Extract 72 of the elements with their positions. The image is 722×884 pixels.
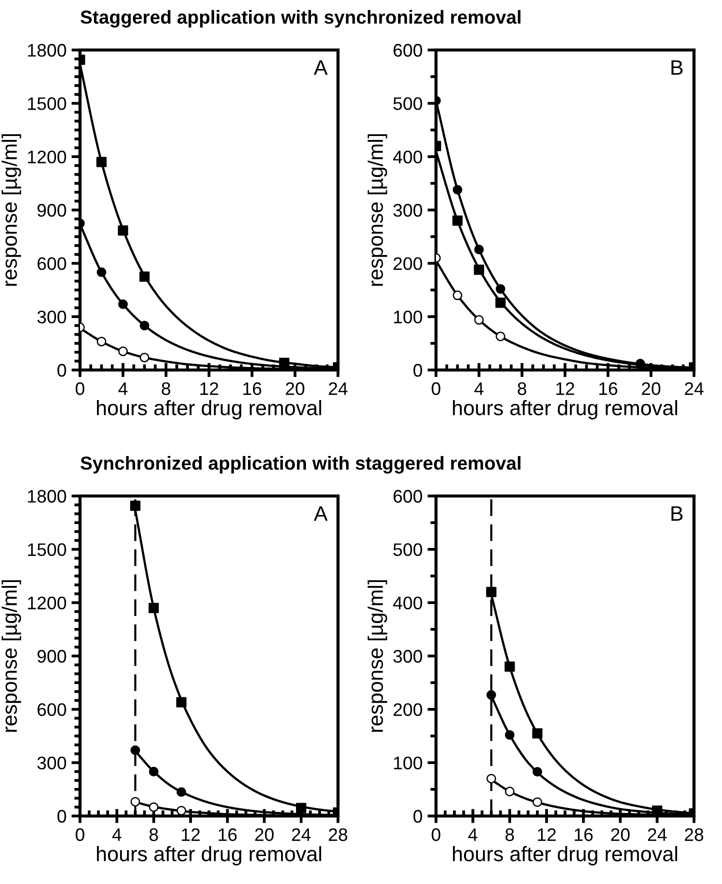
y-tick-label: 1500 xyxy=(28,97,66,110)
y-tick-label: 0 xyxy=(57,364,66,377)
y-tick-label: 1800 xyxy=(28,44,66,57)
x-axis-title: hours after drug removal xyxy=(452,400,678,420)
y-axis-title: response [µg/ml] xyxy=(2,134,22,286)
x-tick-label: 0 xyxy=(432,828,440,842)
x-tick-label: 24 xyxy=(328,382,348,395)
x-tick-label: 4 xyxy=(118,382,128,395)
annotation: A xyxy=(314,60,328,75)
y-tick-label: 400 xyxy=(393,596,422,610)
y-tick-label: 500 xyxy=(393,97,422,110)
y-tick-label: 200 xyxy=(394,703,422,716)
x-tick-label: 0 xyxy=(76,382,84,396)
chart-title: Staggered application with synchronized removal xyxy=(80,10,520,28)
x-tick-label: 12 xyxy=(182,828,200,841)
x-tick-label: 0 xyxy=(76,828,84,842)
y-tick-label: 1200 xyxy=(28,150,66,164)
annotation: B xyxy=(671,60,683,75)
annotation: B xyxy=(671,506,683,521)
y-tick-label: 600 xyxy=(38,257,66,270)
y-tick-label: 900 xyxy=(38,204,66,217)
x-tick-label: 24 xyxy=(684,382,704,395)
x-tick-label: 28 xyxy=(684,828,704,842)
y-tick-label: 600 xyxy=(394,44,422,57)
y-axis-title: response [µg/ml] xyxy=(368,580,388,732)
x-axis-title: hours after drug removal xyxy=(96,846,322,866)
y-tick-label: 1500 xyxy=(28,543,66,556)
x-tick-label: 8 xyxy=(518,382,526,396)
x-tick-label: 8 xyxy=(162,382,170,396)
x-tick-label: 20 xyxy=(642,382,660,396)
y-tick-label: 0 xyxy=(413,364,422,377)
x-tick-label: 20 xyxy=(286,382,304,396)
x-tick-label: 8 xyxy=(149,828,158,842)
x-tick-label: 4 xyxy=(112,828,122,841)
y-tick-label: 200 xyxy=(394,257,422,270)
y-axis-title: response [µg/ml] xyxy=(368,134,388,286)
y-tick-label: 1800 xyxy=(28,490,66,503)
x-tick-label: 16 xyxy=(574,828,593,842)
y-tick-label: 1200 xyxy=(28,596,66,610)
x-tick-label: 16 xyxy=(599,382,618,396)
y-tick-label: 300 xyxy=(393,204,422,217)
x-tick-label: 20 xyxy=(255,828,274,842)
y-tick-label: 400 xyxy=(393,150,422,164)
y-tick-label: 500 xyxy=(393,543,422,556)
x-tick-label: 12 xyxy=(200,382,218,395)
x-tick-label: 24 xyxy=(648,828,667,841)
y-tick-label: 0 xyxy=(413,810,422,823)
x-tick-label: 24 xyxy=(292,828,311,841)
y-axis-title: response [µg/ml] xyxy=(2,580,22,732)
y-tick-label: 300 xyxy=(37,310,66,324)
annotation: A xyxy=(314,506,328,521)
x-tick-label: 12 xyxy=(556,382,574,395)
y-tick-label: 0 xyxy=(57,810,66,823)
chart-title: Synchronized application with staggered removal xyxy=(80,456,520,474)
x-tick-label: 16 xyxy=(243,382,262,396)
x-tick-label: 4 xyxy=(474,382,484,395)
y-tick-label: 300 xyxy=(37,756,66,770)
x-tick-label: 4 xyxy=(468,828,478,841)
x-tick-label: 8 xyxy=(505,828,514,842)
x-tick-label: 20 xyxy=(611,828,630,842)
y-tick-label: 100 xyxy=(394,310,422,324)
x-axis-title: hours after drug removal xyxy=(452,846,678,866)
x-tick-label: 12 xyxy=(538,828,556,841)
y-tick-label: 300 xyxy=(393,650,422,663)
x-axis-title: hours after drug removal xyxy=(96,400,322,420)
y-tick-label: 100 xyxy=(394,756,422,770)
y-tick-label: 600 xyxy=(38,703,66,716)
x-tick-label: 16 xyxy=(218,828,237,842)
y-tick-label: 600 xyxy=(394,490,422,503)
y-tick-label: 900 xyxy=(38,650,66,663)
x-tick-label: 0 xyxy=(432,382,440,396)
x-tick-label: 28 xyxy=(328,828,348,842)
